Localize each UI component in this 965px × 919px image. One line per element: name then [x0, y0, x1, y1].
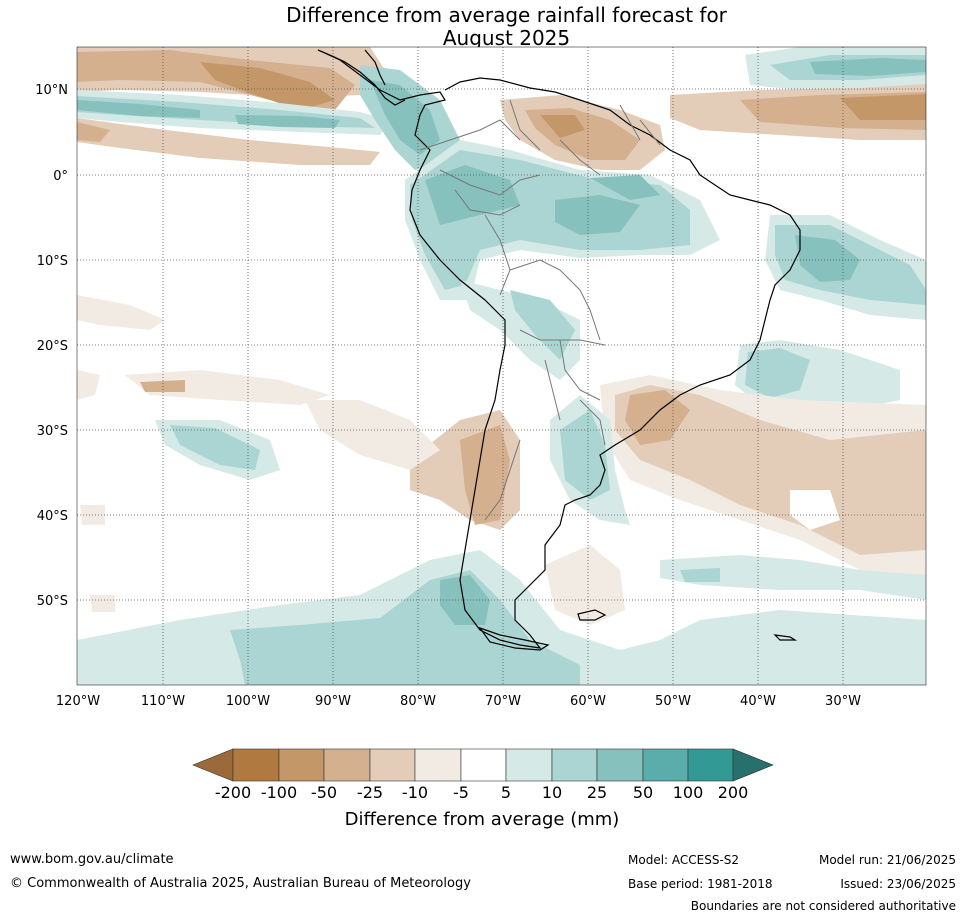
anomaly-dry-pacific-7	[140, 380, 185, 392]
lon-label-70w: 70°W	[485, 694, 521, 709]
gridlines	[77, 47, 926, 685]
anomaly-wet-amazon-inner-2	[555, 195, 640, 235]
colorbar-title: Difference from average (mm)	[345, 809, 620, 830]
rainfall-anomaly-layer	[77, 47, 926, 685]
colorbar-tick: -5	[453, 783, 469, 802]
colorbar-ticks: -200 -100 -50 -25 -10 -5 5 10 25 50 100 …	[215, 783, 748, 802]
anomaly-wet-south-atlantic-core	[680, 568, 720, 582]
colorbar-segment-5	[414, 748, 462, 782]
colorbar-tick: 25	[587, 783, 607, 802]
anomaly-wet-north-band-inner	[77, 100, 200, 118]
map-frame	[76, 46, 927, 686]
colorbar-tick: -25	[357, 783, 383, 802]
anomaly-dry-north-atlantic-inner	[840, 94, 926, 120]
website-link[interactable]: www.bom.gov.au/climate	[10, 852, 174, 867]
colorbar-segment-1	[232, 748, 280, 782]
lon-label-110w: 110°W	[141, 694, 185, 709]
lon-label-30w: 30°W	[825, 694, 861, 709]
lat-label-20s: 20°S	[37, 339, 68, 354]
lat-label-10s: 10°S	[37, 254, 68, 269]
anomaly-dry-pacific-6	[90, 595, 115, 612]
colorbar-segment-2	[278, 748, 325, 782]
anomaly-dry-south-atlantic-hole	[790, 490, 840, 530]
anomaly-dry-equatorial-strip	[77, 118, 380, 165]
colorbar-tick: 10	[542, 783, 562, 802]
colorbar-tick: 5	[501, 783, 511, 802]
anomaly-wet-colombia-core	[370, 80, 440, 155]
base-period-text: Base period: 1981-2018	[628, 877, 773, 891]
country-borders	[419, 99, 661, 521]
colorbar-tick: 50	[633, 783, 653, 802]
anomaly-wet-north-band-inner-2	[235, 115, 340, 128]
colorbar	[192, 748, 774, 782]
lon-label-40w: 40°W	[740, 694, 776, 709]
colorbar-segment-8	[551, 748, 598, 782]
anomaly-wet-east-brazil-inner	[795, 235, 860, 282]
colorbar-tick: 200	[718, 783, 749, 802]
colorbar-tick: -50	[311, 783, 337, 802]
title-line-2: August 2025	[442, 26, 571, 50]
anomaly-dry-patagonia	[545, 545, 625, 625]
south-georgia	[773, 634, 798, 641]
anomaly-dry-central-chile-core	[460, 425, 510, 525]
colorbar-tick: 100	[673, 783, 704, 802]
anomaly-dry-south-brazil-core	[615, 385, 926, 555]
anomaly-dry-north-pacific-inner	[200, 62, 335, 110]
colorbar-tick: -10	[402, 783, 428, 802]
anomaly-dry-south-brazil-inner	[625, 390, 690, 445]
tierra-del-fuego	[478, 626, 550, 651]
colorbar-segment-11	[687, 748, 734, 782]
south-america-coastline	[317, 49, 801, 649]
colorbar-segment-10	[642, 748, 689, 782]
anomaly-wet-se-atlantic-core	[745, 348, 810, 398]
lat-label-0: 0°	[53, 169, 68, 184]
anomaly-wet-pacific-1-core	[170, 425, 260, 470]
colorbar-tick: -200	[215, 783, 251, 802]
lat-label-30s: 30°S	[37, 424, 68, 439]
anomaly-dry-pacific-2	[125, 370, 330, 405]
anomaly-wet-southern-ocean-core	[230, 570, 580, 685]
anomaly-wet-argentina-core	[560, 410, 610, 500]
anomaly-wet-north-atlantic-inner	[810, 58, 926, 76]
falkland-islands	[577, 609, 607, 621]
lon-label-80w: 80°W	[400, 694, 436, 709]
model-text: Model: ACCESS-S2	[628, 853, 740, 867]
lon-label-90w: 90°W	[315, 694, 351, 709]
anomaly-dry-guianas-inner	[540, 115, 585, 138]
colorbar-segment-7	[505, 748, 553, 782]
model-run-text: Model run: 21/06/2025	[818, 853, 956, 867]
colorbar-arrow-low	[192, 748, 234, 782]
title-line-1: Difference from average rainfall forecas…	[286, 3, 727, 27]
colorbar-segment-3	[323, 748, 371, 782]
anomaly-dry-pacific-1	[77, 295, 165, 330]
lat-label-40s: 40°S	[37, 509, 68, 524]
anomaly-wet-andes-core	[510, 290, 575, 360]
colorbar-segment-9	[596, 748, 644, 782]
lon-label-50w: 50°W	[655, 694, 691, 709]
anomaly-dry-pacific-4	[77, 370, 100, 400]
colorbar-arrow-high	[732, 748, 774, 782]
lat-label-50s: 50°S	[37, 594, 68, 609]
anomaly-wet-south-atlantic	[660, 555, 926, 600]
disclaimer-text: Boundaries are not considered authoritat…	[690, 899, 956, 913]
central-america-coastline	[317, 49, 406, 106]
anomaly-dry-equatorial-core	[77, 122, 110, 142]
issued-text: Issued: 23/06/2025	[840, 877, 956, 891]
lon-label-60w: 60°W	[570, 694, 606, 709]
latitude-labels: 10°N 0° 10°S 20°S 30°S 40°S 50°S	[35, 83, 68, 609]
colorbar-segment-6	[460, 748, 507, 782]
chart-title: Difference from average rainfall forecas…	[0, 4, 965, 50]
anomaly-dry-pacific-3	[305, 400, 440, 470]
copyright-text: © Commonwealth of Australia 2025, Austra…	[10, 876, 471, 891]
lon-label-100w: 100°W	[226, 694, 270, 709]
longitude-labels: 120°W 110°W 100°W 90°W 80°W 70°W 60°W 50…	[56, 694, 861, 709]
anomaly-wet-amazon-inner	[425, 165, 520, 225]
colorbar-segment-4	[369, 748, 416, 782]
colorbar-tick: -100	[261, 783, 297, 802]
lat-label-10n: 10°N	[35, 83, 68, 98]
anomaly-wet-amazon-inner-3	[590, 175, 660, 200]
lon-label-120w: 120°W	[56, 694, 100, 709]
